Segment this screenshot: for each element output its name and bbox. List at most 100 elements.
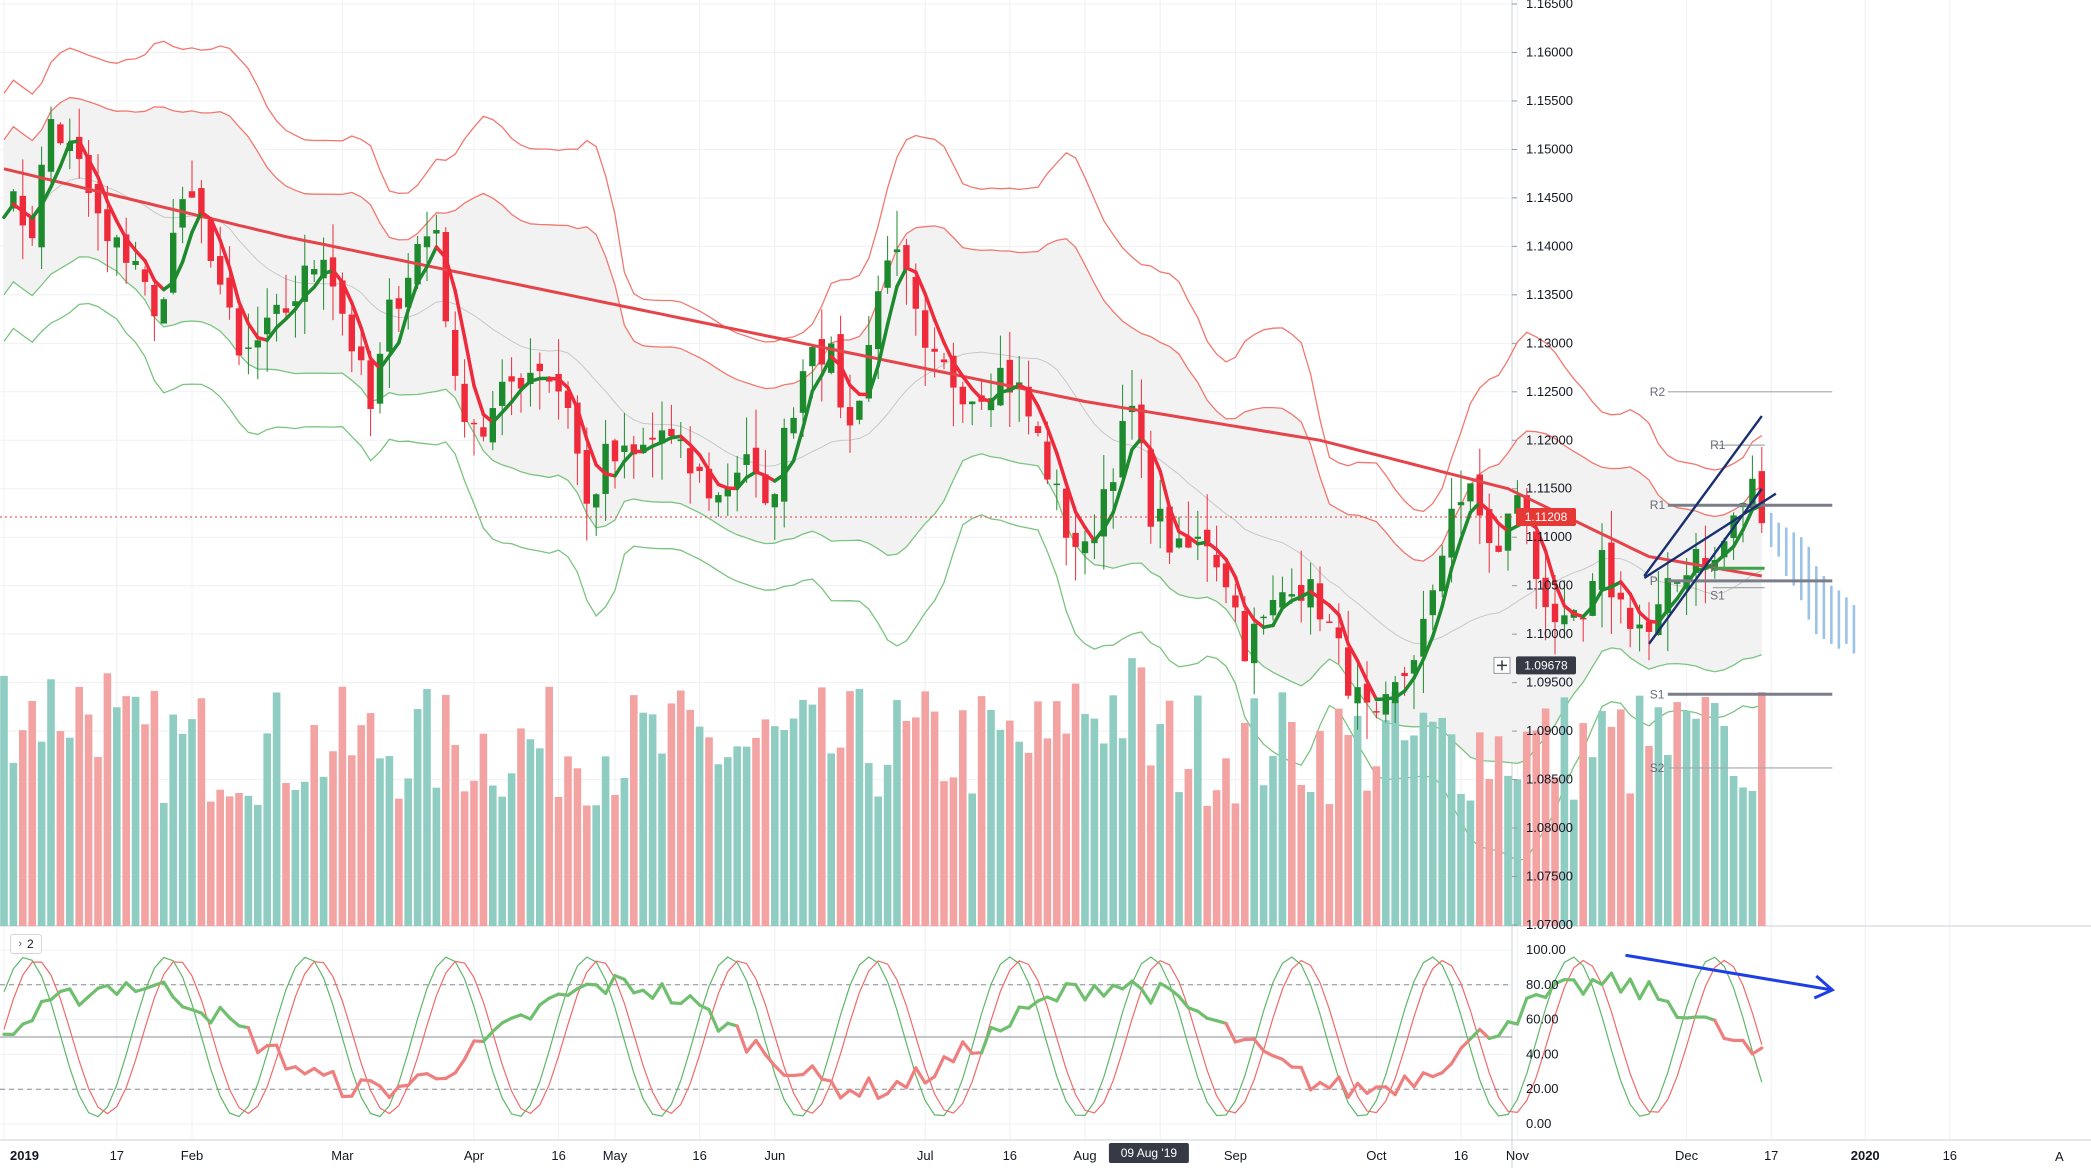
slow-line-segment: [105, 983, 119, 996]
fast-ma-segment: [105, 199, 119, 223]
volume-bar: [1147, 765, 1155, 926]
fast-ma-segment: [1656, 607, 1670, 625]
time-tick-label: Feb: [181, 1148, 203, 1163]
fast-ma-segment: [49, 164, 63, 189]
volume-bar: [1109, 695, 1117, 926]
volume-bar: [1391, 691, 1399, 926]
candle-body: [715, 495, 722, 503]
slow-line-segment: [763, 1052, 777, 1068]
volume-bar: [1748, 790, 1757, 926]
slow-line-segment: [679, 994, 692, 1006]
price-tick-label: 1.07000: [1526, 917, 1573, 932]
pane-label[interactable]: › 2: [10, 934, 42, 954]
candle-body: [893, 249, 901, 253]
volume-bar: [1729, 776, 1738, 926]
fast-ma-segment: [209, 217, 222, 243]
fast-ma-segment: [58, 140, 72, 169]
fast-ma-segment: [115, 219, 128, 241]
fast-ma-segment: [472, 383, 486, 417]
candle-body: [555, 373, 562, 392]
candle-body: [517, 377, 525, 389]
candle-body: [1063, 488, 1070, 538]
fast-ma-segment: [1590, 588, 1604, 609]
slow-line-segment: [49, 989, 63, 1002]
slow-line-segment: [1346, 1081, 1360, 1099]
volume-bar: [536, 748, 544, 926]
volume-bar: [225, 796, 234, 926]
fast-ma-segment: [1327, 603, 1341, 617]
volume-bar: [1118, 738, 1127, 926]
slow-line-segment: [1026, 999, 1040, 1010]
crosshair-date-text: 09 Aug '19: [1121, 1146, 1178, 1160]
volume-bar: [1513, 779, 1522, 926]
fast-ma-segment: [190, 210, 204, 234]
volume-bar: [1156, 724, 1164, 926]
fast-ma-segment: [1214, 547, 1228, 562]
projection-bar: [1784, 527, 1788, 576]
time-tick-label: Sep: [1224, 1148, 1247, 1163]
fast-ma-segment: [1233, 575, 1247, 608]
slow-line-segment: [1355, 1081, 1369, 1095]
volume-bar: [686, 709, 694, 926]
fast-ma-segment: [1186, 535, 1200, 546]
slow-line-segment: [904, 1066, 918, 1090]
slow-line-segment: [510, 1013, 523, 1020]
fast-ma-segment: [1534, 526, 1548, 553]
slow-line-segment: [1722, 1036, 1736, 1043]
trend-drawings[interactable]: [1643, 415, 1777, 645]
candle-body: [611, 440, 619, 462]
volume-bar: [1438, 717, 1446, 926]
slow-line-segment: [500, 1016, 514, 1025]
slow-line-segment: [1318, 1080, 1332, 1090]
time-tick-label: Nov: [1506, 1148, 1530, 1163]
candle-body: [1439, 555, 1446, 592]
volume-bar: [714, 764, 723, 926]
slow-line-segment: [538, 996, 551, 1007]
fast-ma-segment: [867, 363, 880, 397]
volume-bar: [611, 795, 619, 926]
fast-ma-segment: [791, 426, 805, 463]
volume-bar: [160, 802, 168, 926]
volume-bar: [526, 739, 535, 926]
candle-body: [320, 259, 327, 279]
slow-line-segment: [1008, 1005, 1021, 1028]
candle-body: [264, 317, 271, 335]
volume-bar: [799, 699, 807, 926]
candle-body: [358, 346, 365, 361]
volume-bar: [1165, 700, 1174, 926]
price-tick-label: 1.10000: [1526, 626, 1573, 641]
candle-body: [790, 417, 797, 434]
candle-body: [1354, 687, 1361, 704]
volume-bar: [695, 726, 704, 926]
volume-bar: [37, 741, 46, 926]
price-tick-label: 1.16500: [1526, 0, 1573, 11]
slow-line-segment: [1384, 1085, 1397, 1097]
fast-ma-segment: [171, 260, 185, 285]
candle-body: [1514, 495, 1521, 514]
volume-bar: [1635, 695, 1644, 926]
volume-bar: [178, 733, 187, 926]
slow-line-segment: [1628, 977, 1642, 1001]
slow-line-segment: [829, 1079, 843, 1100]
slow-line-segment: [1431, 1071, 1444, 1079]
candle-body: [602, 443, 609, 494]
slow-line-segment: [1647, 980, 1661, 1001]
slow-line-segment: [1478, 1027, 1491, 1041]
fast-ma-segment: [829, 354, 843, 368]
volume-bar: [507, 773, 516, 926]
auto-scale-button[interactable]: A: [2055, 1149, 2064, 1164]
candle-body: [151, 284, 158, 317]
candle-body: [1251, 623, 1258, 664]
slow-line-segment: [603, 973, 617, 996]
fast-ma-segment: [378, 353, 392, 371]
fast-ma-segment: [331, 268, 345, 285]
candle-body: [997, 367, 1004, 406]
candle-body: [640, 444, 647, 454]
volume-bar: [545, 686, 553, 926]
price-tick-label: 1.14500: [1526, 190, 1573, 205]
slow-line-segment: [857, 1076, 871, 1098]
volume-bar: [1024, 752, 1033, 926]
band-middle: [3, 177, 1763, 645]
volume-bar: [1372, 766, 1381, 926]
